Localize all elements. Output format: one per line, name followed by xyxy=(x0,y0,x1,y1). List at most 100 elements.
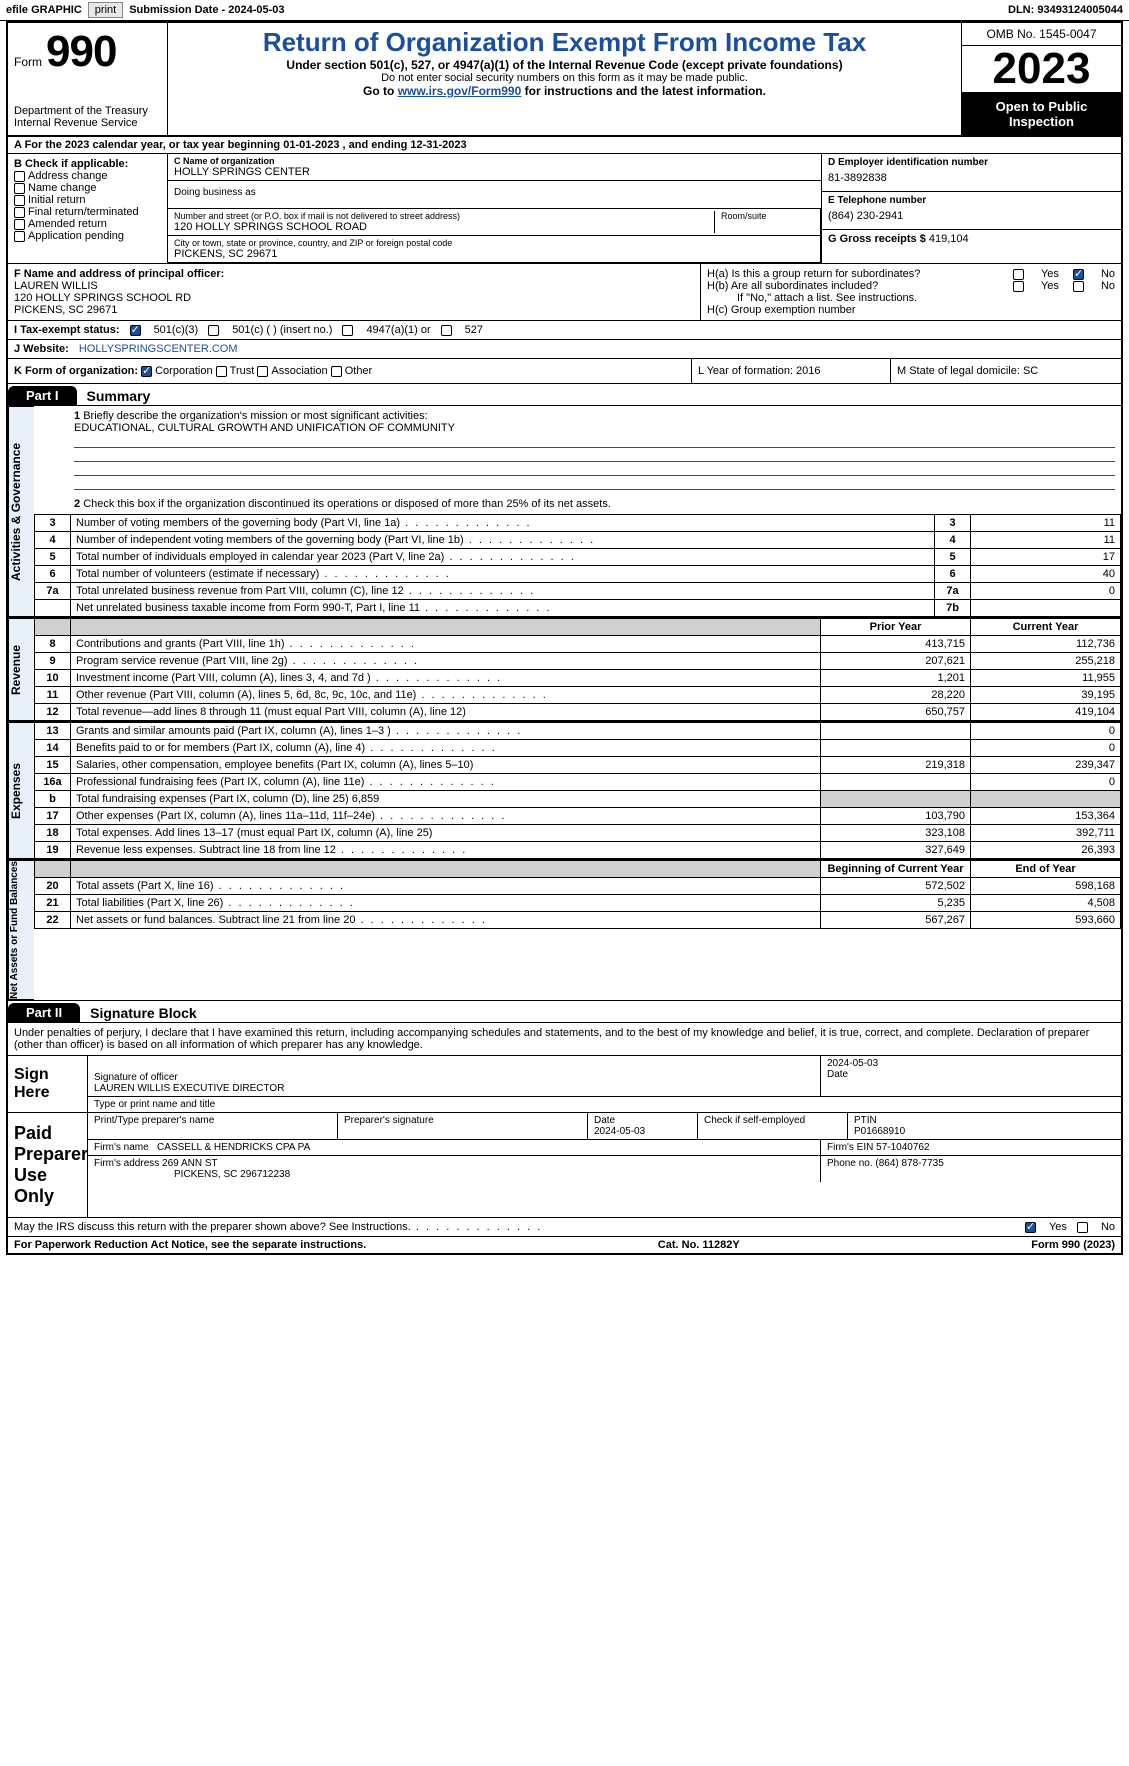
cb-other[interactable] xyxy=(331,366,342,377)
table-row: 10Investment income (Part VIII, column (… xyxy=(35,670,1121,687)
form-title: Return of Organization Exempt From Incom… xyxy=(174,27,955,58)
side-net-assets: Net Assets or Fund Balances xyxy=(8,860,34,1000)
cb-application-pending[interactable]: Application pending xyxy=(14,230,161,242)
part1-net-assets: Net Assets or Fund Balances Beginning of… xyxy=(8,860,1121,1001)
dln: DLN: 93493124005044 xyxy=(1008,4,1123,16)
state-domicile: M State of legal domicile: SC xyxy=(891,359,1121,383)
org-name: HOLLY SPRINGS CENTER xyxy=(174,166,815,178)
principal-officer: F Name and address of principal officer:… xyxy=(8,264,701,320)
ha-no[interactable] xyxy=(1073,269,1084,280)
table-row: 4Number of independent voting members of… xyxy=(35,532,1121,549)
dba-block: Doing business as xyxy=(168,181,821,209)
sig-date: 2024-05-03 xyxy=(827,1058,1115,1069)
open-public: Open to Public Inspection xyxy=(962,93,1121,135)
irs-link[interactable]: www.irs.gov/Form990 xyxy=(398,84,522,98)
firm-name: CASSELL & HENDRICKS CPA PA xyxy=(157,1142,310,1153)
ein-value: 81-3892838 xyxy=(828,168,1115,188)
col-b-checkboxes: B Check if applicable: Address change Na… xyxy=(8,154,168,263)
hb-no[interactable] xyxy=(1073,281,1084,292)
sign-here-label: Sign Here xyxy=(8,1056,88,1112)
table-row: 19Revenue less expenses. Subtract line 1… xyxy=(35,842,1121,859)
table-header: Prior YearCurrent Year xyxy=(35,619,1121,636)
h-a: H(a) Is this a group return for subordin… xyxy=(707,268,1115,280)
paperwork-notice: For Paperwork Reduction Act Notice, see … xyxy=(14,1239,366,1251)
sig-officer-name: LAUREN WILLIS EXECUTIVE DIRECTOR xyxy=(94,1083,284,1094)
line1: 1 Briefly describe the organization's mi… xyxy=(34,406,1121,494)
table-row: 5Total number of individuals employed in… xyxy=(35,549,1121,566)
room-suite: Room/suite xyxy=(714,211,814,233)
table-row: 12Total revenue—add lines 8 through 11 (… xyxy=(35,704,1121,721)
revenue-table: Prior YearCurrent Year 8Contributions an… xyxy=(34,618,1121,721)
org-name-block: C Name of organization HOLLY SPRINGS CEN… xyxy=(168,154,821,181)
tax-year: 2023 xyxy=(962,46,1121,93)
mission-text: EDUCATIONAL, CULTURAL GROWTH AND UNIFICA… xyxy=(74,422,455,434)
ein-block: D Employer identification number 81-3892… xyxy=(822,154,1121,192)
discuss-no[interactable] xyxy=(1077,1222,1088,1233)
firm-ein: 57-1040762 xyxy=(876,1142,929,1153)
form-header: Form990 Department of the Treasury Inter… xyxy=(8,23,1121,137)
hb-yes[interactable] xyxy=(1013,281,1024,292)
table-row: 13Grants and similar amounts paid (Part … xyxy=(35,723,1121,740)
street-value: 120 HOLLY SPRINGS SCHOOL ROAD xyxy=(174,221,714,233)
col-c: C Name of organization HOLLY SPRINGS CEN… xyxy=(168,154,821,263)
cb-final-return[interactable]: Final return/terminated xyxy=(14,206,161,218)
cb-name-change[interactable]: Name change xyxy=(14,182,161,194)
cb-501c[interactable] xyxy=(208,325,219,336)
table-row: 11Other revenue (Part VIII, column (A), … xyxy=(35,687,1121,704)
cb-trust[interactable] xyxy=(216,366,227,377)
website-link[interactable]: HOLLYSPRINGSCENTER.COM xyxy=(79,343,238,355)
print-button[interactable]: print xyxy=(88,2,123,18)
cb-address-change[interactable]: Address change xyxy=(14,170,161,182)
efile-label: efile GRAPHIC xyxy=(6,4,82,16)
expenses-table: 13Grants and similar amounts paid (Part … xyxy=(34,722,1121,859)
dept-treasury: Department of the Treasury xyxy=(14,105,161,117)
tel-block: E Telephone number (864) 230-2941 xyxy=(822,192,1121,230)
row-i-tax-exempt: I Tax-exempt status: 501(c)(3) 501(c) ( … xyxy=(8,321,1121,340)
cat-no: Cat. No. 11282Y xyxy=(658,1239,740,1251)
cb-amended-return[interactable]: Amended return xyxy=(14,218,161,230)
net-assets-table: Beginning of Current YearEnd of Year 20T… xyxy=(34,860,1121,929)
row-j-website: J Website: HOLLYSPRINGSCENTER.COM xyxy=(8,340,1121,359)
part1-header: Part I Summary xyxy=(8,384,1121,406)
org-name-label: C Name of organization xyxy=(174,156,815,166)
cb-corporation[interactable] xyxy=(141,366,152,377)
discuss-yes[interactable] xyxy=(1025,1222,1036,1233)
cb-association[interactable] xyxy=(257,366,268,377)
irs-label: Internal Revenue Service xyxy=(14,117,161,129)
form-footer: For Paperwork Reduction Act Notice, see … xyxy=(8,1237,1121,1253)
firm-phone: (864) 878-7735 xyxy=(875,1158,943,1169)
paid-preparer-block: Paid Preparer Use Only Print/Type prepar… xyxy=(8,1113,1121,1218)
part2-header: Part II Signature Block xyxy=(8,1001,1121,1023)
hb-note: If "No," attach a list. See instructions… xyxy=(707,292,1115,304)
declaration: Under penalties of perjury, I declare th… xyxy=(8,1023,1121,1055)
table-row: 6Total number of volunteers (estimate if… xyxy=(35,566,1121,583)
k-label: K Form of organization: xyxy=(14,365,138,377)
paid-preparer-label: Paid Preparer Use Only xyxy=(8,1113,88,1217)
form-ref: Form 990 (2023) xyxy=(1031,1239,1115,1251)
cb-501c3[interactable] xyxy=(130,325,141,336)
side-expenses: Expenses xyxy=(8,722,34,859)
table-row: 7aTotal unrelated business revenue from … xyxy=(35,583,1121,600)
cb-initial-return[interactable]: Initial return xyxy=(14,194,161,206)
table-row: 8Contributions and grants (Part VIII, li… xyxy=(35,636,1121,653)
line2: 2 Check this box if the organization dis… xyxy=(34,494,1121,514)
table-row: Net unrelated business taxable income fr… xyxy=(35,600,1121,617)
table-row: 3Number of voting members of the governi… xyxy=(35,515,1121,532)
form-number: Form990 xyxy=(14,27,161,77)
gross-receipts: G Gross receipts $ 419,104 xyxy=(822,230,1121,248)
ha-yes[interactable] xyxy=(1013,269,1024,280)
street-label: Number and street (or P.O. box if mail i… xyxy=(174,211,714,221)
ptin-value: P01668910 xyxy=(854,1126,905,1137)
type-print-label: Type or print name and title xyxy=(88,1097,1121,1112)
firm-address: 269 ANN ST xyxy=(162,1158,218,1169)
section-b-to-g: B Check if applicable: Address change Na… xyxy=(8,154,1121,264)
part1-revenue: Revenue Prior YearCurrent Year 8Contribu… xyxy=(8,618,1121,722)
address-block: Number and street (or P.O. box if mail i… xyxy=(168,209,821,263)
self-employed[interactable]: Check if self-employed xyxy=(704,1115,805,1126)
block-f-h: F Name and address of principal officer:… xyxy=(8,264,1121,321)
table-row: 15Salaries, other compensation, employee… xyxy=(35,757,1121,774)
table-row: 22Net assets or fund balances. Subtract … xyxy=(35,912,1121,929)
city-value: PICKENS, SC 29671 xyxy=(174,248,814,260)
cb-527[interactable] xyxy=(441,325,452,336)
cb-4947[interactable] xyxy=(342,325,353,336)
